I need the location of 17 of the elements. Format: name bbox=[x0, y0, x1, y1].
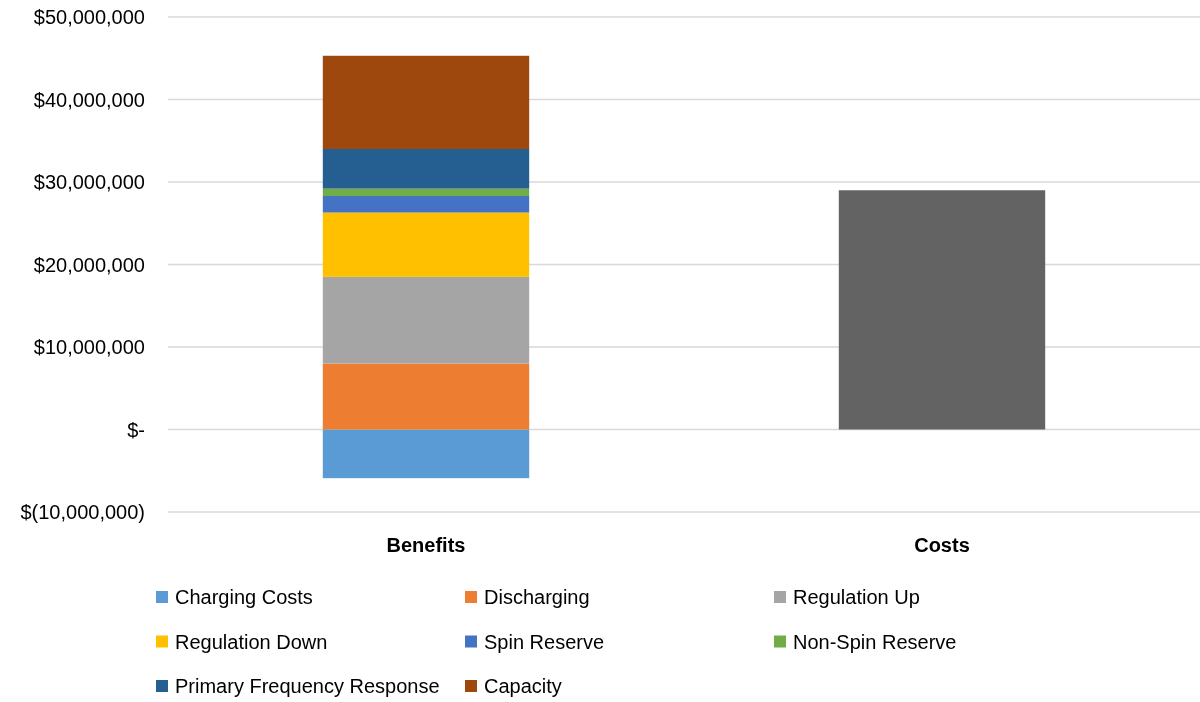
legend-label: Capacity bbox=[484, 675, 562, 697]
legend-label: Discharging bbox=[484, 586, 590, 608]
y-tick-label: $40,000,000 bbox=[33, 88, 145, 111]
y-tick-label: $20,000,000 bbox=[33, 253, 145, 276]
legend-label: Primary Frequency Response bbox=[175, 675, 440, 697]
x-tick-label: Costs bbox=[914, 534, 970, 556]
y-tick-label: $(10,000,000) bbox=[20, 501, 145, 523]
legend-label: Regulation Down bbox=[175, 630, 328, 653]
x-tick-label: Benefits bbox=[386, 534, 466, 556]
legend-label: Charging Costs bbox=[175, 586, 313, 608]
legend-label: Non-Spin Reserve bbox=[793, 630, 957, 653]
legend-label: Regulation Up bbox=[793, 586, 920, 608]
legend-label: Spin Reserve bbox=[484, 630, 605, 653]
y-tick-label: $- bbox=[127, 418, 145, 441]
y-tick-label: $30,000,000 bbox=[33, 171, 145, 193]
y-tick-label: $50,000,000 bbox=[33, 6, 145, 28]
y-tick-label: $10,000,000 bbox=[33, 336, 145, 358]
